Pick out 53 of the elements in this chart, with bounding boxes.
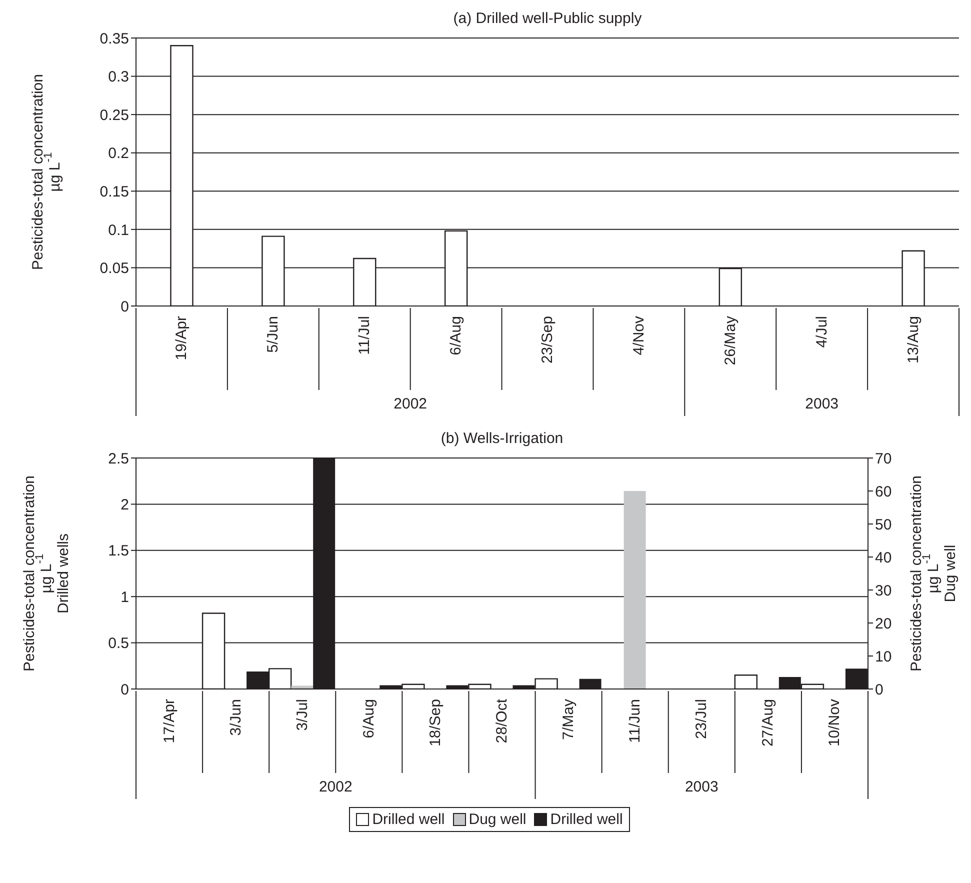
x-tick-label: 6/Aug — [448, 316, 465, 356]
y2-tick-label: 0 — [875, 681, 884, 698]
x-tick-label: 26/May — [722, 316, 739, 366]
x-tick-label: 3/Jul — [294, 699, 311, 731]
y-tick-label: 0.3 — [108, 68, 129, 86]
x-tick-label: 3/Jun — [227, 699, 244, 736]
y-tick-label: 0.15 — [100, 183, 129, 200]
y2-tick-label: 60 — [875, 483, 892, 500]
x-tick-label: 13/Aug — [904, 316, 922, 364]
x-tick-label: 23/Jul — [693, 699, 710, 740]
x-tick-label: 27/Aug — [760, 699, 777, 747]
y2-axis-title: Pesticides-total concentration µg L$^{-1}$ Dug well — [908, 476, 958, 672]
chart-title: (a) Drilled well-Public supply — [452, 9, 643, 29]
x-tick-label: 17/Apr — [160, 699, 178, 744]
y-tick-label: 1.5 — [108, 542, 129, 560]
legend-label: Drilled well — [549, 811, 623, 828]
x-tick-label: 6/Aug — [360, 699, 378, 738]
text: 2002 — [394, 396, 428, 412]
x-tick-label: 18/Sep — [426, 699, 444, 747]
y-tick-label: 1 — [120, 588, 129, 606]
x-tick-label: 4/Jul — [813, 316, 830, 348]
x-tick-label: 19/Apr — [173, 316, 190, 360]
y-tick-label: 2 — [120, 496, 129, 514]
y2-tick-label: 30 — [875, 582, 892, 600]
legend-label: Dug well — [468, 811, 526, 828]
x-tick-label: 28/Oct — [494, 698, 510, 744]
y-axis-title: Pesticides-total concentration µg L$^{-1}$ Drilled wells — [20, 476, 72, 672]
x-tick-label: 11/Jun — [626, 699, 644, 743]
y-tick-label: 2.5 — [108, 450, 129, 468]
y2-tick-label: 40 — [875, 549, 892, 566]
legend-label: Drilled well — [371, 811, 445, 828]
y-tick-label: 0.25 — [100, 106, 129, 124]
x-tick-label: 4/Nov — [630, 316, 648, 356]
x-tick-label: 11/Jul — [356, 316, 374, 355]
y-tick-label: 0.35 — [100, 30, 129, 48]
x-tick-label: 7/May — [560, 698, 578, 740]
y-tick-label: 0.05 — [100, 260, 129, 278]
y2-tick-label: 50 — [875, 516, 892, 534]
chart-title: (b) Wells-Irrigation — [440, 429, 564, 449]
y-tick-label: 0.2 — [108, 145, 129, 162]
y-tick-label: 0 — [120, 681, 129, 698]
x-tick-label: 23/Sep — [539, 316, 556, 364]
x-tick-label: 10/Nov — [826, 698, 844, 747]
y2-tick-label: 70 — [875, 450, 892, 468]
y-tick-label: 0.5 — [108, 635, 129, 652]
x-tick-label: 5/Jun — [264, 316, 282, 353]
y-tick-label: 0.1 — [108, 222, 129, 239]
text: 2003 — [805, 396, 839, 412]
y2-tick-label: 10 — [875, 648, 892, 666]
text: 2002 — [318, 778, 352, 796]
y2-tick-label: 20 — [875, 615, 892, 632]
y-tick-label: 0 — [120, 298, 129, 316]
text: 2003 — [684, 778, 718, 796]
